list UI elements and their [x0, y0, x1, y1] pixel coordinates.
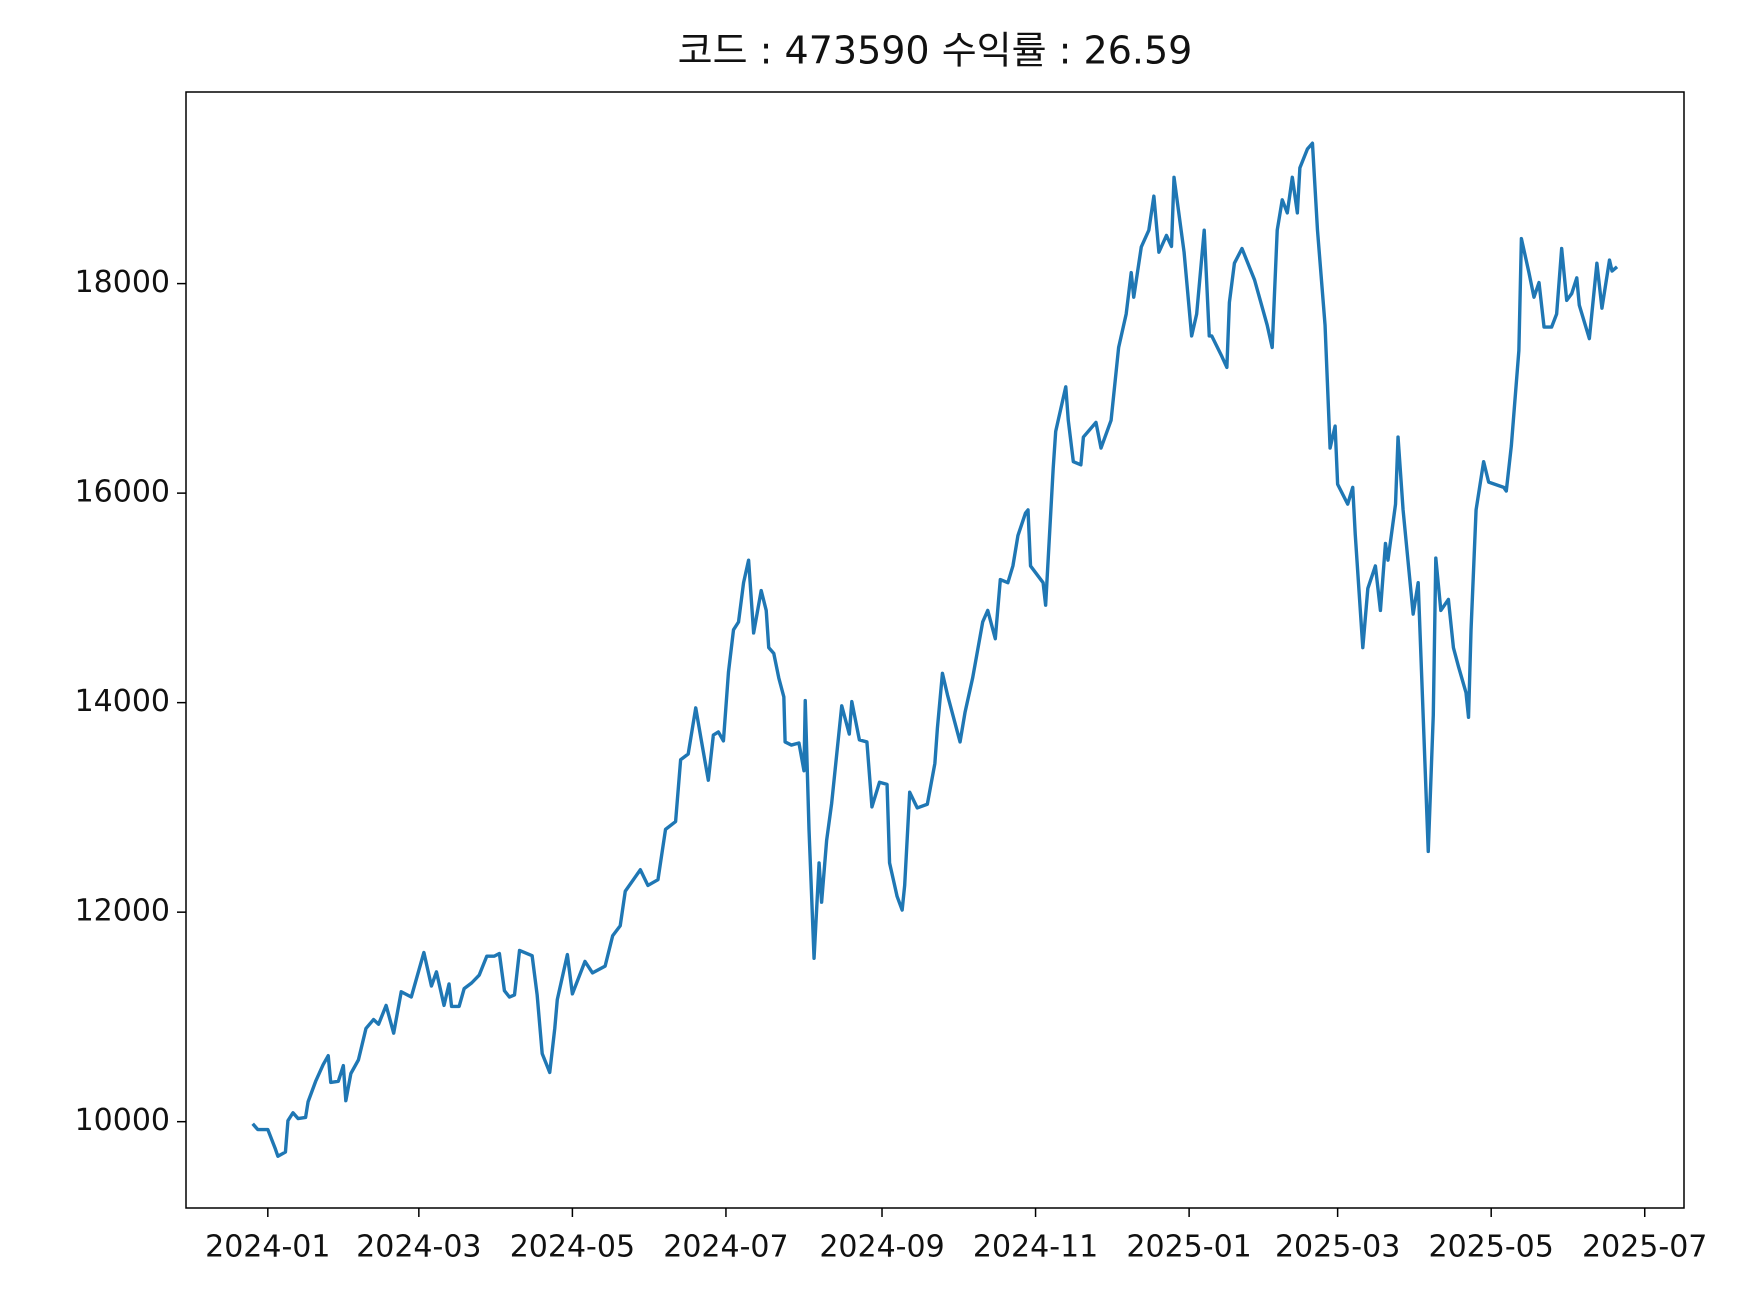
y-tick-label: 10000 [75, 1103, 170, 1138]
x-tick-label: 2024-09 [819, 1230, 944, 1265]
x-tick-label: 2024-05 [510, 1230, 635, 1265]
data-line [251, 141, 1619, 1158]
x-tick-label: 2025-03 [1275, 1230, 1400, 1265]
y-tick-label: 16000 [75, 475, 170, 510]
y-tick-label: 18000 [75, 265, 170, 300]
chart-title: 코드 : 473590 수익률 : 26.59 [678, 29, 1193, 73]
x-tick-label: 2024-07 [663, 1230, 788, 1265]
x-tick-label: 2024-03 [356, 1230, 481, 1265]
plot-frame [185, 91, 1685, 1209]
x-tick-label: 2025-01 [1126, 1230, 1251, 1265]
x-tick-label: 2025-05 [1429, 1230, 1554, 1265]
y-tick-label: 14000 [75, 684, 170, 719]
x-tick-label: 2025-07 [1582, 1230, 1707, 1265]
x-tick-label: 2024-01 [205, 1230, 330, 1265]
y-tick-label: 12000 [75, 894, 170, 929]
x-tick-label: 2024-11 [973, 1230, 1098, 1265]
